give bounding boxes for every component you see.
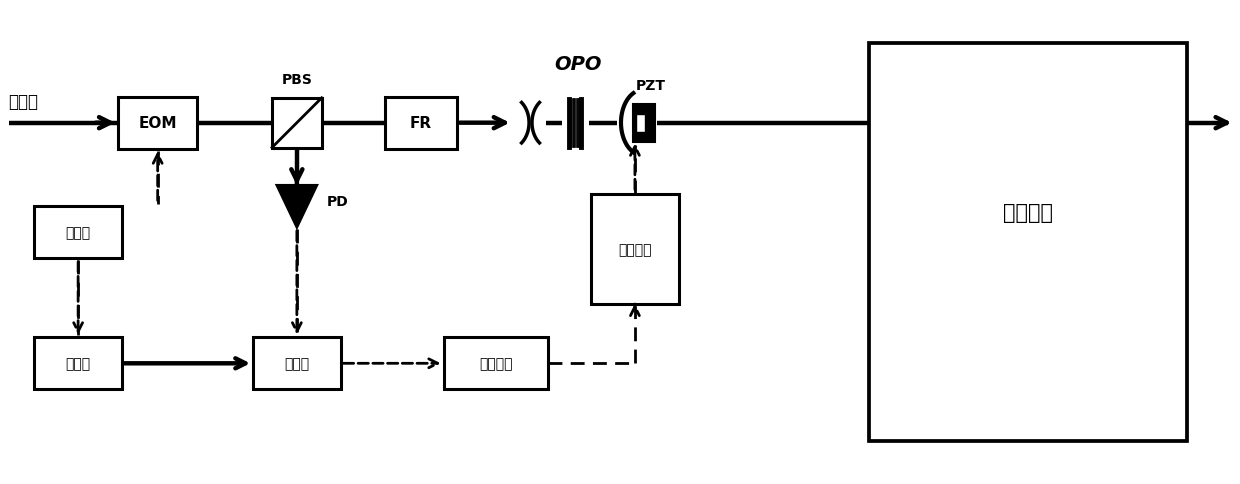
Text: 滤波系统: 滤波系统 [1003, 203, 1053, 223]
Text: 伺服系统: 伺服系统 [619, 242, 652, 257]
Bar [118, 98, 197, 149]
Text: PBS: PBS [281, 73, 312, 87]
Bar [272, 99, 321, 148]
Bar [591, 195, 678, 304]
Text: 射频源: 射频源 [66, 226, 91, 240]
Bar [632, 105, 655, 142]
Bar [35, 207, 122, 258]
Bar [35, 338, 122, 389]
Text: 相移器: 相移器 [66, 357, 91, 371]
Text: 低通滤波: 低通滤波 [479, 357, 512, 371]
Bar [386, 98, 456, 149]
Bar [253, 338, 341, 389]
Text: 混频器: 混频器 [284, 357, 310, 371]
Bar [636, 115, 645, 132]
Text: EOM: EOM [139, 116, 177, 131]
Bar [444, 338, 548, 389]
Text: PZT: PZT [636, 79, 666, 92]
Bar [868, 44, 1187, 441]
Text: OPO: OPO [554, 55, 601, 74]
Polygon shape [277, 186, 316, 227]
Text: PD: PD [326, 195, 348, 209]
Text: 辅助光: 辅助光 [9, 92, 38, 110]
Text: FR: FR [410, 116, 433, 131]
